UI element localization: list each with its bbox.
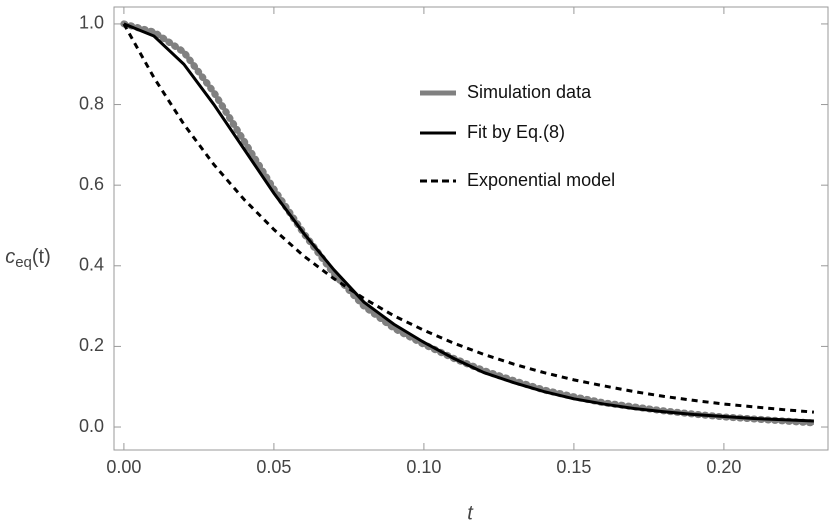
y-tick-label: 0.2: [79, 335, 104, 355]
y-tick-label: 1.0: [79, 13, 104, 33]
y-label-suffix: (t): [32, 246, 51, 268]
y-tick-label: 0.8: [79, 93, 104, 113]
legend-label: Simulation data: [467, 82, 592, 102]
y-axis-label: ceq(t): [5, 246, 51, 271]
x-tick-label: 0.00: [106, 457, 141, 477]
y-label-sub: eq: [15, 254, 32, 271]
x-tick-label: 0.20: [706, 457, 741, 477]
y-tick-label: 0.6: [79, 174, 104, 194]
legend-label: Exponential model: [467, 170, 615, 190]
series-line: [123, 22, 814, 423]
legend-label: Fit by Eq.(8): [467, 122, 565, 142]
x-axis-label: t: [467, 502, 474, 524]
y-tick-label: 0.0: [79, 416, 104, 436]
x-tick-label: 0.05: [256, 457, 291, 477]
x-tick-label: 0.10: [406, 457, 441, 477]
y-label-base: c: [5, 246, 15, 268]
plot-frame: [113, 6, 829, 451]
series-line: [122, 23, 815, 414]
x-tick-label: 0.15: [556, 457, 591, 477]
y-tick-label: 0.4: [79, 255, 104, 275]
